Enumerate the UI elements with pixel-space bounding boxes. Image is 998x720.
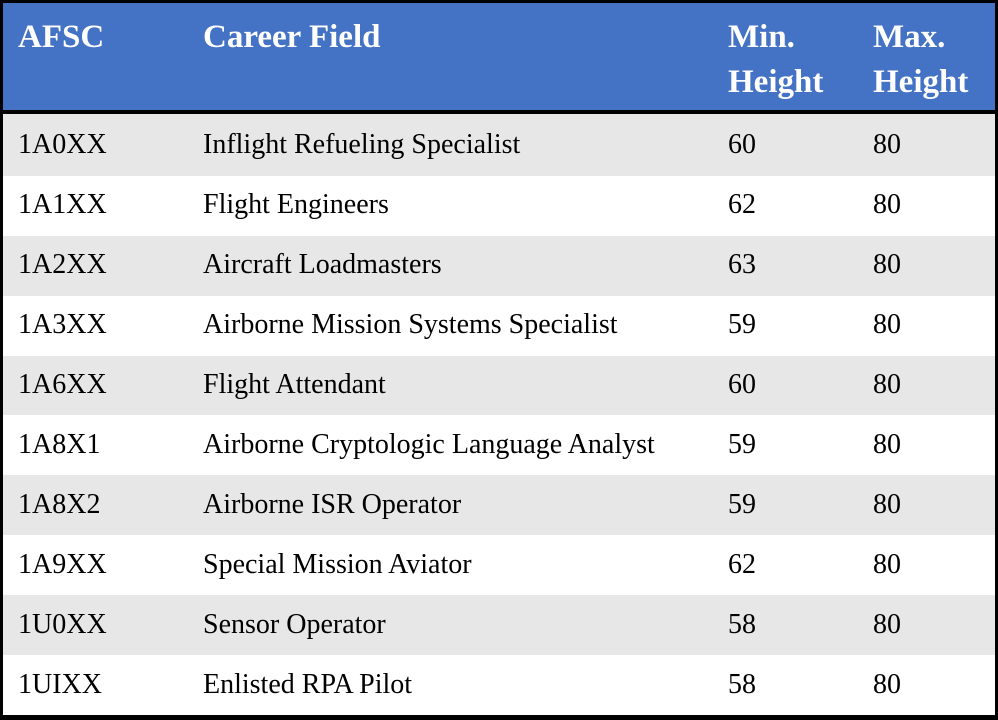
col-header-career-field: Career Field — [188, 3, 713, 115]
cell-afsc: 1A8X2 — [18, 488, 101, 520]
cell-min-height: 62 — [728, 548, 756, 580]
col-header-min-height: Min. Height — [713, 3, 858, 115]
cell-min-height: 58 — [728, 608, 756, 640]
header-row: AFSC Career Field Min. Height Max. Heigh… — [3, 3, 995, 115]
cell-min-height: 58 — [728, 668, 756, 700]
cell-max-height: 80 — [873, 428, 901, 460]
cell-afsc: 1A1XX — [18, 189, 107, 221]
cell-career-field: Flight Engineers — [203, 189, 389, 221]
table-row: 1A3XX Airborne Mission Systems Specialis… — [3, 295, 995, 356]
cell-min-height: 63 — [728, 249, 756, 281]
cell-min-height: 59 — [728, 488, 756, 520]
table-row: 1A0XX Inflight Refueling Specialist 60 8… — [3, 112, 995, 176]
table-row: 1A9XX Special Mission Aviator 62 80 — [3, 535, 995, 596]
data-table: AFSC Career Field Min. Height Max. Heigh… — [3, 3, 995, 715]
cell-min-height: 60 — [728, 369, 756, 401]
cell-min-height: 59 — [728, 309, 756, 341]
cell-career-field: Special Mission Aviator — [203, 548, 472, 580]
cell-max-height: 80 — [873, 249, 901, 281]
table-row: 1A2XX Aircraft Loadmasters 63 80 — [3, 235, 995, 296]
cell-min-height: 59 — [728, 428, 756, 460]
table-row: 1A8X2 Airborne ISR Operator 59 80 — [3, 475, 995, 536]
cell-career-field: Sensor Operator — [203, 608, 386, 640]
table-row: 1UIXX Enlisted RPA Pilot 58 80 — [3, 655, 995, 715]
cell-afsc: 1A6XX — [18, 369, 107, 401]
table-body: 1A0XX Inflight Refueling Specialist 60 8… — [3, 112, 995, 715]
cell-min-height: 60 — [728, 128, 756, 160]
cell-afsc: 1A3XX — [18, 309, 107, 341]
cell-career-field: Flight Attendant — [203, 369, 386, 401]
table-header: AFSC Career Field Min. Height Max. Heigh… — [3, 3, 995, 115]
table-row: 1A1XX Flight Engineers 62 80 — [3, 175, 995, 236]
cell-afsc: 1U0XX — [18, 608, 107, 640]
cell-max-height: 80 — [873, 608, 901, 640]
table-row: 1A6XX Flight Attendant 60 80 — [3, 355, 995, 416]
cell-max-height: 80 — [873, 488, 901, 520]
cell-max-height: 80 — [873, 189, 901, 221]
cell-career-field: Inflight Refueling Specialist — [203, 128, 521, 160]
cell-career-field: Airborne ISR Operator — [203, 488, 462, 520]
cell-max-height: 80 — [873, 128, 901, 160]
table-row: 1A8X1 Airborne Cryptologic Language Anal… — [3, 415, 995, 476]
cell-career-field: Airborne Mission Systems Specialist — [203, 309, 618, 341]
table-row: 1U0XX Sensor Operator 58 80 — [3, 595, 995, 655]
cell-career-field: Enlisted RPA Pilot — [203, 668, 413, 700]
cell-afsc: 1A9XX — [18, 548, 107, 580]
col-header-afsc: AFSC — [3, 3, 188, 115]
cell-afsc: 1A0XX — [18, 128, 107, 160]
cell-afsc: 1A8X1 — [18, 428, 101, 460]
cell-career-field: Aircraft Loadmasters — [203, 249, 442, 281]
cell-max-height: 80 — [873, 369, 901, 401]
cell-min-height: 62 — [728, 189, 756, 221]
cell-max-height: 80 — [873, 668, 901, 700]
cell-afsc: 1A2XX — [18, 249, 107, 281]
cell-career-field: Airborne Cryptologic Language Analyst — [203, 428, 655, 460]
col-header-max-height: Max. Height — [858, 3, 995, 115]
cell-afsc: 1UIXX — [18, 668, 102, 700]
cell-max-height: 80 — [873, 548, 901, 580]
cell-max-height: 80 — [873, 309, 901, 341]
